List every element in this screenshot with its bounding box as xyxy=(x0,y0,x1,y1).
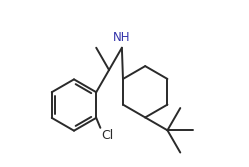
Text: NH: NH xyxy=(113,31,131,44)
Text: Cl: Cl xyxy=(101,129,113,142)
